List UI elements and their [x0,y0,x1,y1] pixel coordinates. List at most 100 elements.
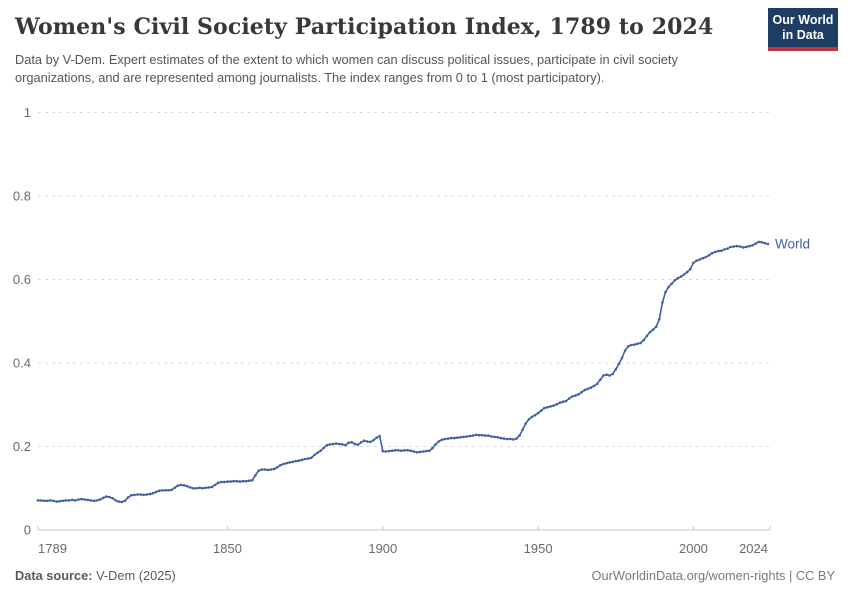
data-point [378,434,382,438]
data-point [471,434,475,437]
data-point [39,499,43,502]
data-point [499,436,503,440]
data-point [574,394,577,397]
data-point [328,443,332,446]
data-point [453,436,456,440]
data-point [77,498,80,501]
data-point [279,464,282,467]
data-point [216,481,220,485]
data-point [126,496,130,499]
data-point [95,499,99,502]
data-point [738,245,742,248]
data-point [210,485,214,489]
credit-link[interactable]: OurWorldinData.org/women-rights | CC BY [591,568,835,583]
data-point [188,486,192,489]
data-point [310,456,313,460]
chart-subtitle: Data by V-Dem. Expert estimates of the e… [15,52,678,85]
data-point [468,434,472,438]
data-point [651,328,655,331]
data-point [425,449,428,453]
data-point [561,400,565,404]
data-point [508,437,512,441]
data-point [415,451,419,454]
data-point [754,242,757,245]
data-point [403,449,406,452]
y-axis-label-0: 0 [24,523,31,538]
data-point [201,487,204,490]
data-point [263,468,267,471]
data-point [639,341,642,345]
data-point [164,489,167,492]
data-point [285,461,288,465]
data-point [70,498,74,502]
data-source-label: Data source: [15,568,93,583]
data-point [449,436,453,440]
data-point [83,498,86,501]
data-point [294,459,298,463]
data-point [129,494,133,497]
data-point [599,378,602,382]
data-point [176,484,180,488]
data-point [303,457,307,461]
data-point [723,248,726,251]
data-point [362,439,366,443]
data-point [341,443,344,446]
data-point [390,449,394,453]
data-point [434,443,437,446]
data-point [732,245,736,248]
data-point [412,450,416,453]
data-point [244,479,248,483]
data-point [235,479,239,483]
world-series-line[interactable] [38,241,769,503]
series-label-world[interactable]: World [775,237,810,252]
data-point [704,255,708,259]
data-point [512,438,515,441]
data-point [421,450,425,453]
data-point [397,449,400,452]
data-point [474,433,478,437]
data-point [757,240,760,244]
data-point [645,334,649,338]
data-point [372,438,375,442]
data-point [375,436,378,440]
data-point [763,241,767,245]
data-point [247,479,251,483]
data-point [67,499,71,502]
data-point [344,443,347,447]
data-point [241,479,245,483]
data-point [418,450,422,454]
owid-logo: Our World in Data [768,8,838,51]
chart-footer: Data source: V-Dem (2025) OurWorldinData… [15,568,835,583]
data-point [689,267,692,271]
data-point [502,437,506,440]
data-point [381,449,385,453]
data-point [49,499,52,502]
data-point [676,276,680,280]
data-point [136,493,139,496]
data-point [630,343,633,347]
data-point [393,449,397,452]
data-point [353,442,357,446]
data-point [64,499,68,502]
data-point [266,468,270,472]
data-point [192,487,195,490]
data-point [133,493,136,497]
data-point [307,457,310,460]
data-point [272,467,276,471]
data-point [105,495,108,498]
data-point [583,388,586,392]
data-point [558,401,562,405]
data-point [114,499,117,502]
data-point [173,486,176,490]
data-point [275,466,279,469]
data-point [710,251,714,255]
data-point [682,273,686,276]
x-axis-label-1850: 1850 [213,541,242,556]
data-point [626,345,630,348]
x-axis-label-1950: 1950 [524,541,553,556]
data-point [366,440,369,443]
data-point [462,435,465,439]
data-point [154,490,158,494]
data-point [269,468,273,471]
